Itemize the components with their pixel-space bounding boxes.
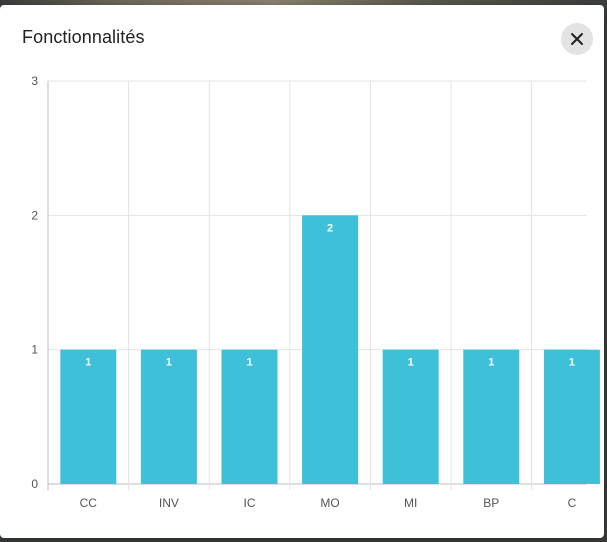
bar-value-label: 1 [166, 357, 172, 369]
bar-value-label: 1 [488, 357, 494, 369]
x-tick-label: IC [244, 496, 256, 510]
bar-value-label: 2 [327, 222, 333, 234]
x-tick-label: CC [80, 496, 98, 510]
bar [221, 349, 278, 484]
features-bar-chart: 0 1 2 3 1 CC 1 INV 1 IC 2 MO 1 MI 1 BP 1 C [31, 74, 600, 510]
bar [140, 349, 197, 484]
bar-value-label: 1 [408, 357, 414, 369]
y-tick-label: 3 [31, 74, 38, 88]
close-icon [570, 32, 584, 46]
bar-value-label: 1 [246, 357, 252, 369]
bar [60, 349, 117, 484]
close-button[interactable] [561, 23, 593, 55]
dialog-title: Fonctionnalités [22, 27, 145, 47]
bar-value-label: 1 [569, 357, 575, 369]
y-tick-label: 0 [31, 477, 38, 491]
bar [543, 349, 600, 484]
x-tick-label: INV [159, 496, 179, 510]
bar [382, 349, 439, 484]
features-dialog: Fonctionnalités 0 1 2 3 1 CC 1 INV 1 IC 2 MO 1 MI 1 BP 1… [0, 5, 604, 538]
bar [302, 215, 359, 485]
y-tick-label: 1 [31, 343, 38, 357]
y-tick-label: 2 [31, 208, 38, 222]
x-tick-label: C [568, 496, 577, 510]
x-tick-label: BP [483, 496, 499, 510]
x-tick-label: MO [320, 496, 339, 510]
bar-value-label: 1 [85, 357, 91, 369]
bar [463, 349, 520, 484]
x-tick-label: MI [404, 496, 417, 510]
page-backdrop [0, 0, 607, 8]
